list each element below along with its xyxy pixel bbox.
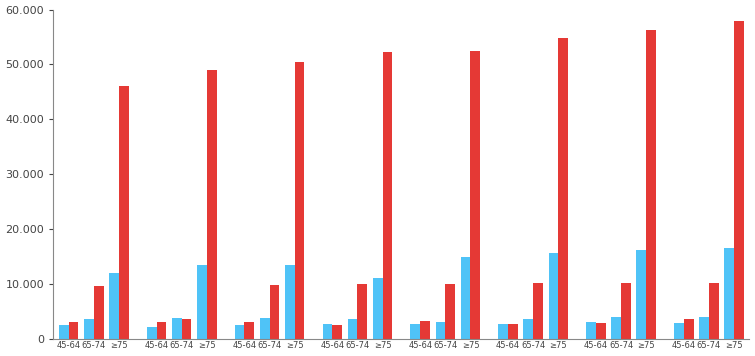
Bar	[533, 283, 543, 339]
Bar	[709, 283, 719, 339]
Bar	[461, 257, 470, 339]
Bar	[724, 248, 734, 339]
Bar	[523, 319, 533, 339]
Bar	[348, 319, 357, 339]
Bar	[612, 317, 621, 339]
Bar	[636, 250, 646, 339]
Bar	[684, 319, 694, 339]
Bar	[508, 324, 518, 339]
Bar	[172, 318, 182, 339]
Bar	[146, 326, 156, 339]
Bar	[470, 51, 480, 339]
Bar	[69, 322, 79, 339]
Bar	[734, 21, 744, 339]
Bar	[445, 284, 455, 339]
Bar	[270, 286, 279, 339]
Bar	[549, 252, 559, 339]
Bar	[156, 322, 166, 339]
Bar	[119, 87, 128, 339]
Bar	[84, 319, 94, 339]
Bar	[197, 265, 207, 339]
Bar	[621, 283, 631, 339]
Bar	[109, 273, 119, 339]
Bar	[699, 317, 709, 339]
Bar	[245, 322, 254, 339]
Bar	[294, 62, 304, 339]
Bar	[596, 323, 606, 339]
Bar	[235, 325, 245, 339]
Bar	[94, 286, 103, 339]
Bar	[421, 321, 430, 339]
Bar	[322, 324, 332, 339]
Bar	[646, 30, 656, 339]
Bar	[383, 52, 393, 339]
Bar	[260, 318, 270, 339]
Bar	[357, 284, 367, 339]
Bar	[373, 278, 383, 339]
Bar	[411, 324, 421, 339]
Bar	[498, 324, 508, 339]
Bar	[559, 38, 568, 339]
Bar	[586, 322, 596, 339]
Bar	[332, 325, 342, 339]
Bar	[182, 319, 192, 339]
Bar	[285, 265, 294, 339]
Bar	[674, 323, 684, 339]
Bar	[207, 70, 217, 339]
Bar	[59, 325, 69, 339]
Bar	[436, 322, 445, 339]
